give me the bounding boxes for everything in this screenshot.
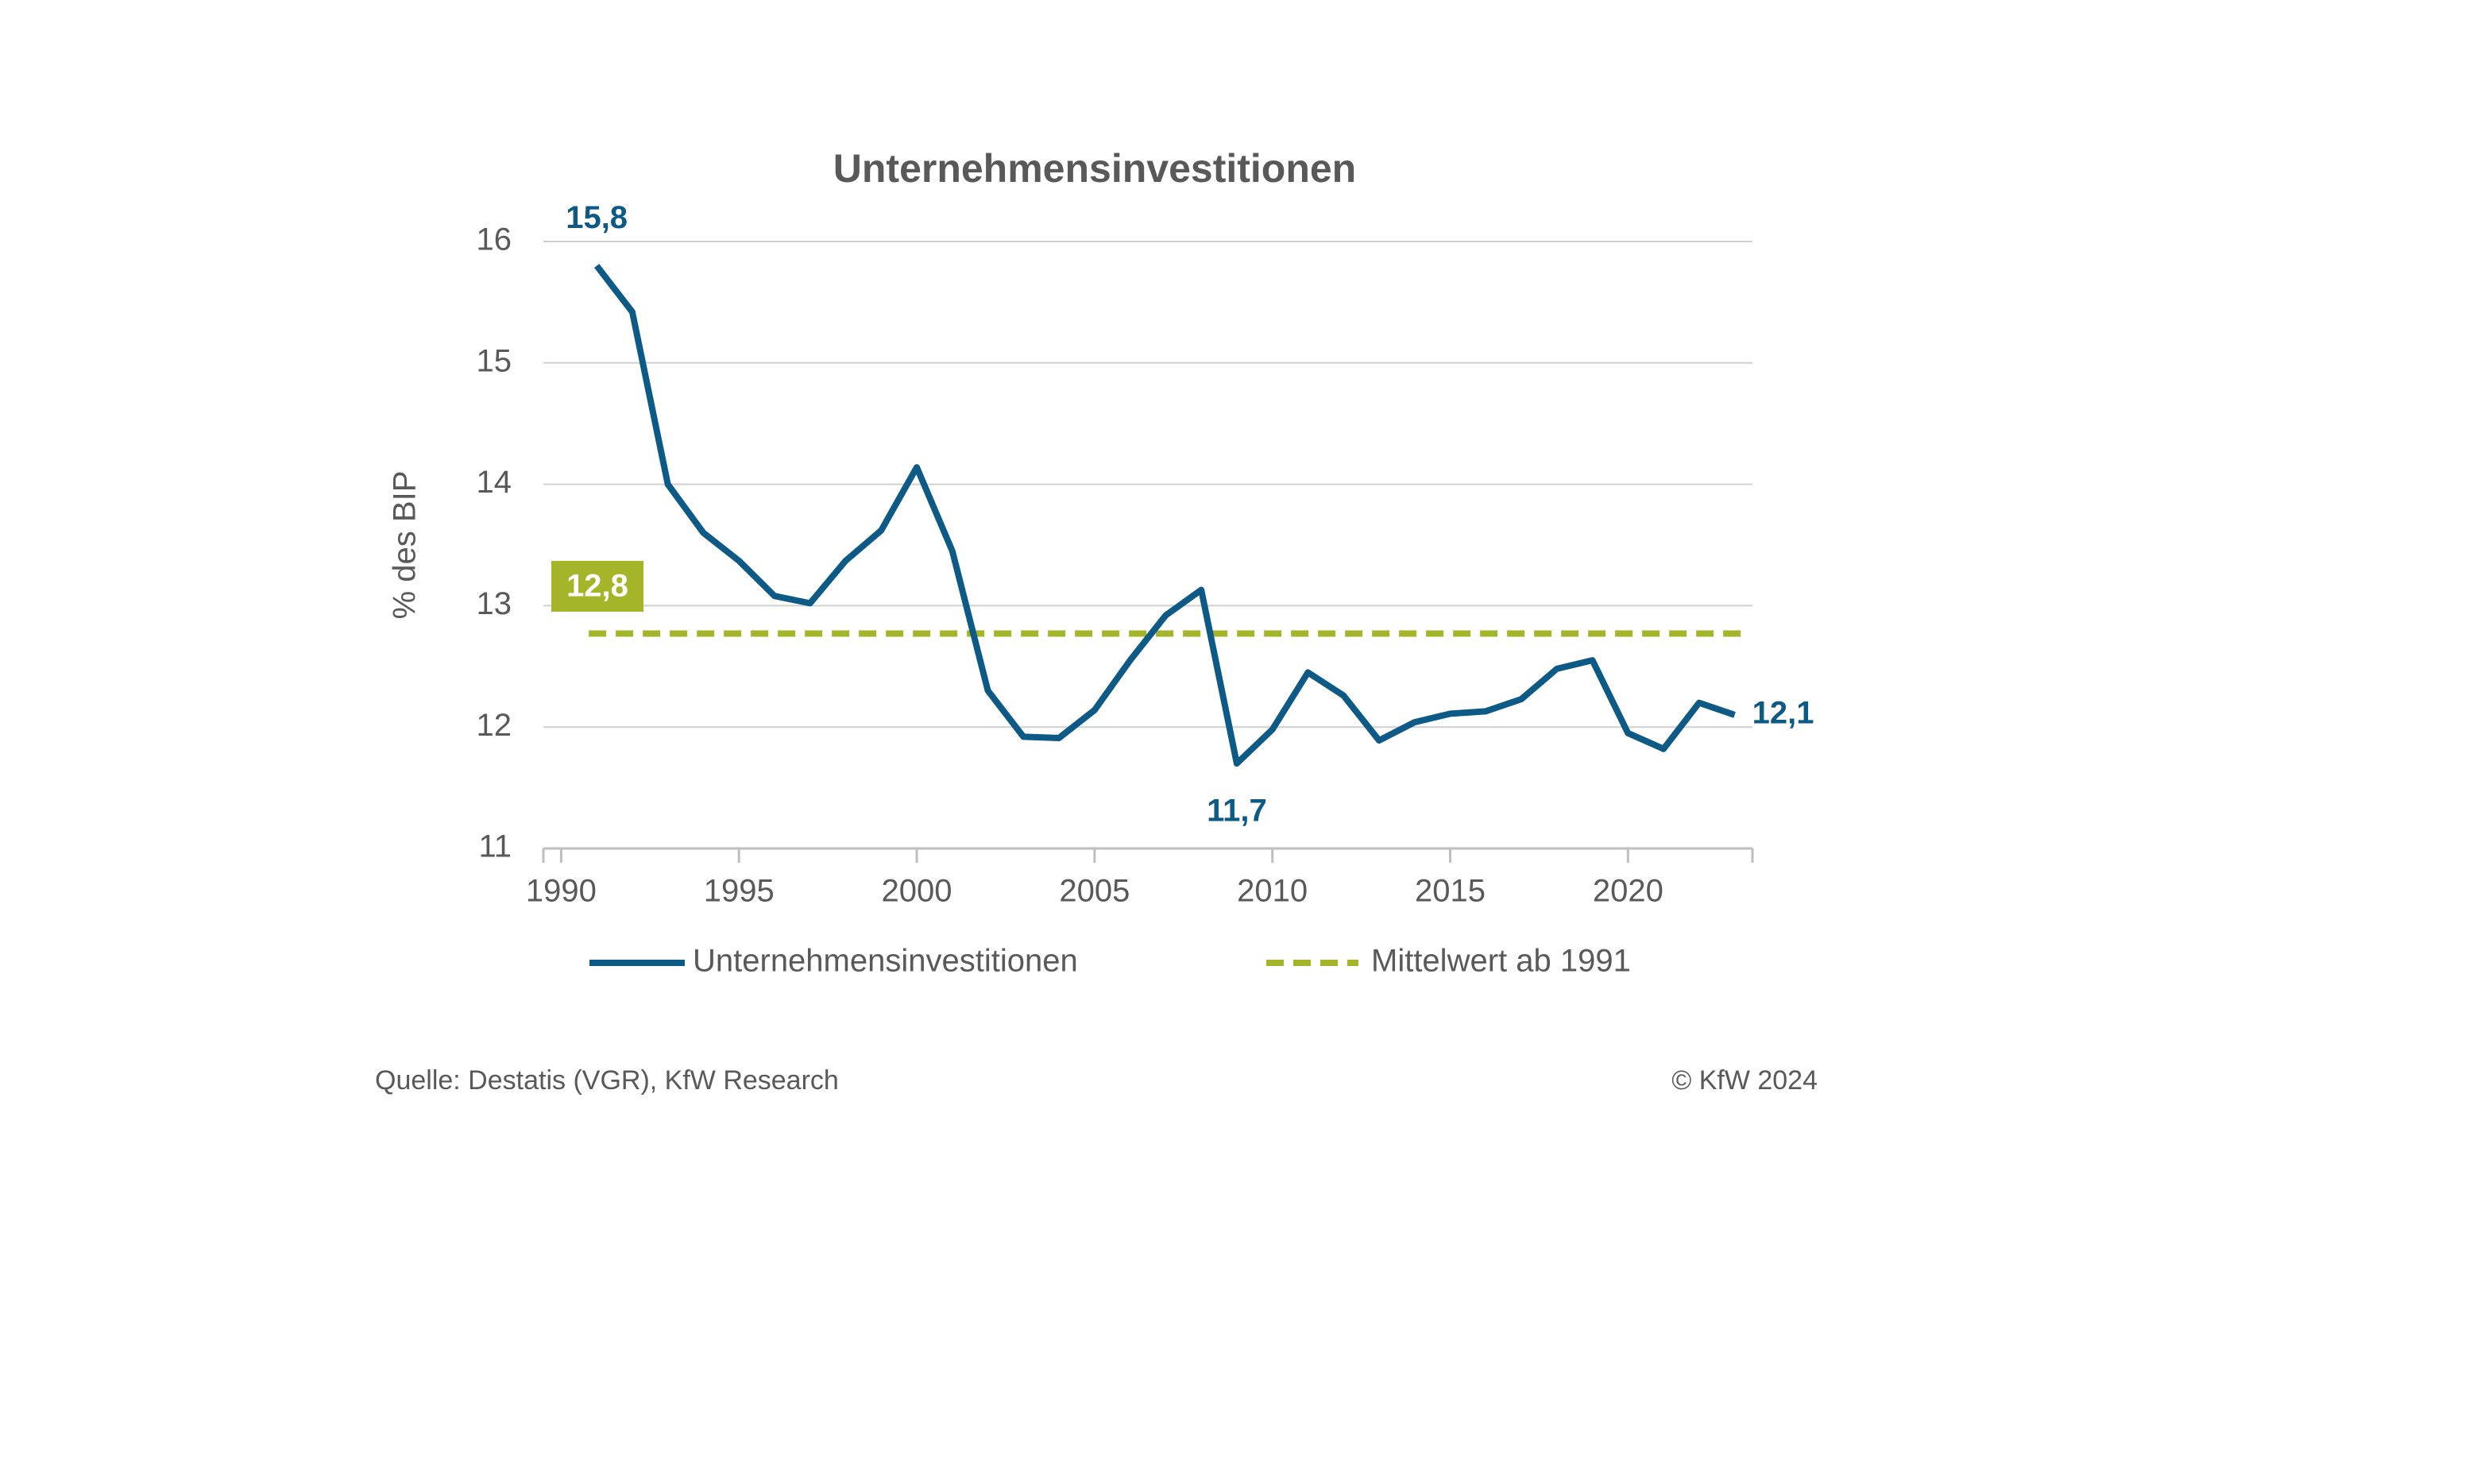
copyright: © KfW 2024: [1671, 1065, 1818, 1096]
x-tick-label: 1990: [526, 874, 597, 909]
y-tick-label: 12: [477, 708, 512, 743]
y-tick-label: 11: [478, 829, 512, 864]
source: Quelle: Destatis (VGR), KfW Research: [375, 1065, 839, 1096]
x-tick-label: 2000: [882, 874, 952, 909]
mean-label: 12,8: [566, 569, 628, 604]
legend-label: Mittelwert ab 1991: [1371, 944, 1631, 979]
y-tick-label: 16: [477, 222, 512, 257]
data-label: 12,1: [1752, 695, 1814, 730]
y-tick-label: 13: [477, 586, 512, 621]
data-label: 11,7: [1207, 794, 1267, 829]
y-tick-label: 15: [477, 343, 512, 378]
x-tick-label: 2005: [1059, 874, 1130, 909]
y-tick-label: 14: [477, 465, 512, 500]
x-tick-label: 2010: [1237, 874, 1308, 909]
data-label: 15,8: [566, 200, 628, 235]
legend-label: Unternehmensinvestitionen: [693, 944, 1078, 979]
x-tick-label: 2015: [1415, 874, 1486, 909]
y-axis-label: % des BIP: [388, 471, 423, 620]
mean-label-box: [551, 561, 643, 612]
x-tick-label: 2020: [1593, 874, 1663, 909]
series-line: [593, 264, 1736, 767]
x-tick-label: 1995: [704, 874, 775, 909]
chart-title: Unternehmensinvestitionen: [833, 146, 1356, 191]
